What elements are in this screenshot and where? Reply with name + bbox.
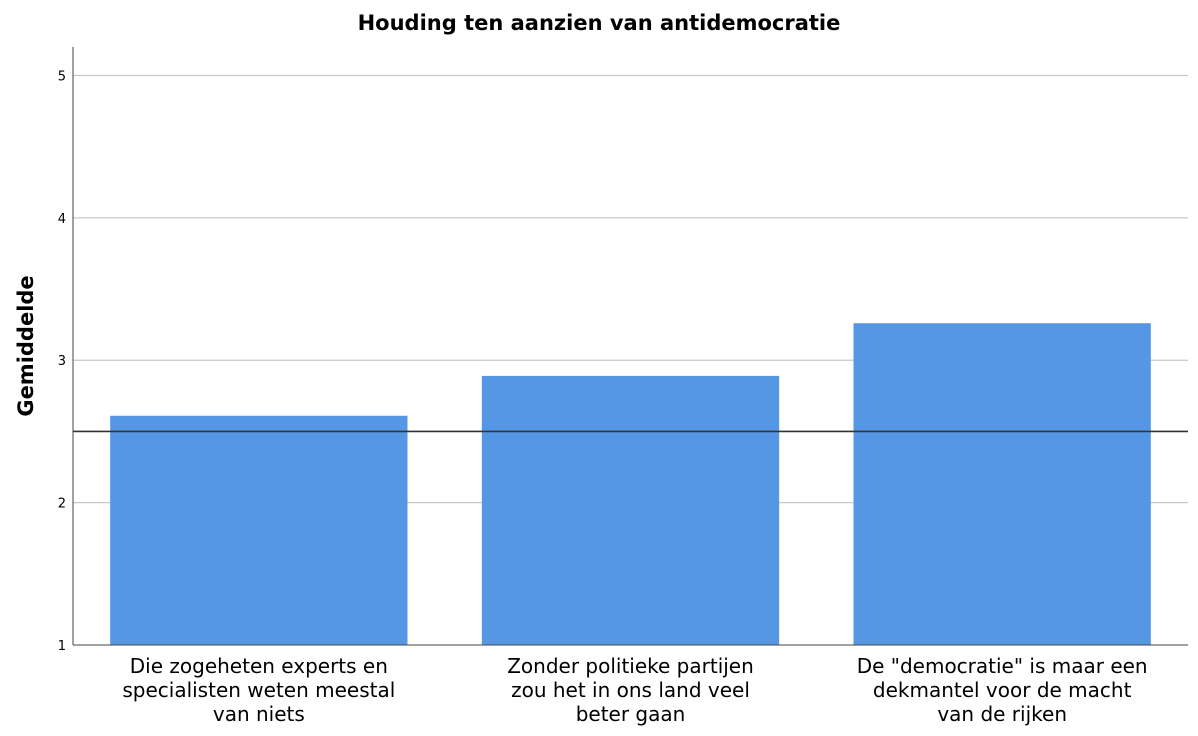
x-category-label: specialisten weten meestal [122, 678, 395, 702]
x-category-label: Die zogeheten experts en [130, 654, 388, 678]
y-tick-label: 5 [58, 69, 66, 84]
x-category-label: zou het in ons land veel [511, 678, 750, 702]
chart-title: Houding ten aanzien van antidemocratie [358, 11, 841, 35]
x-category-label: De "democratie" is maar een [857, 654, 1148, 678]
bar [853, 323, 1151, 645]
y-tick-label: 1 [58, 639, 66, 654]
x-category-label: van de rijken [937, 702, 1067, 726]
bar [110, 415, 408, 645]
y-tick-label: 3 [58, 354, 66, 369]
bars [110, 323, 1151, 645]
bar [481, 375, 780, 645]
y-axis-label: Gemiddelde [14, 275, 38, 416]
x-category-label: van niets [213, 702, 305, 726]
x-category-label: beter gaan [576, 702, 686, 726]
axes [72, 47, 1188, 646]
x-category-label: dekmantel voor de macht [873, 678, 1132, 702]
x-category-label: Zonder politieke partijen [507, 654, 754, 678]
y-tick-labels: 1 2 3 4 5 [58, 69, 66, 654]
y-tick-label: 4 [58, 212, 66, 227]
y-tick-label: 2 [58, 497, 66, 512]
